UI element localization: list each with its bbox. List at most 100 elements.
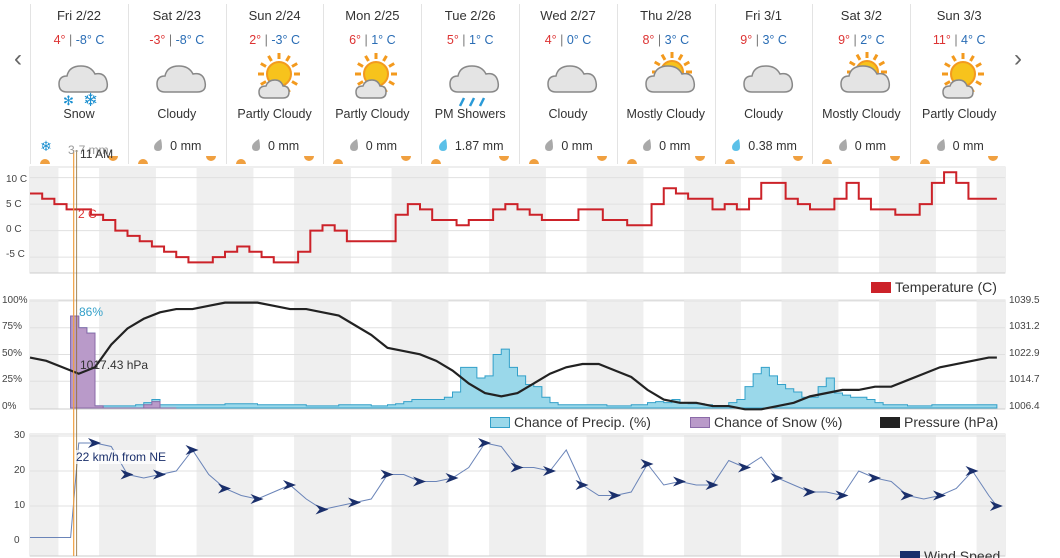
day-precip-amount: 0.38 mm xyxy=(748,139,797,153)
day-precip: 0 mm xyxy=(324,138,420,153)
day-label: Sat 2/23 xyxy=(152,8,202,23)
pressure-line xyxy=(29,301,997,411)
legend-swatch-pressure xyxy=(880,417,900,428)
night-band xyxy=(976,434,1005,556)
night-band xyxy=(615,434,644,556)
precip-area xyxy=(70,315,998,409)
sunset-icon xyxy=(694,156,705,161)
legend-snow[interactable]: Chance of Snow (%) xyxy=(690,414,842,430)
cloudy-icon xyxy=(740,50,796,106)
day-high-temp: 11° xyxy=(932,33,951,47)
day-temps: -3° | -8° C xyxy=(129,33,225,47)
sunrise-icon xyxy=(40,159,50,164)
day-cell[interactable]: Wed 2/27 4° | 0° C Cloudy 0 mm xyxy=(519,4,616,164)
day-cell[interactable]: Fri 2/22 4° | -8° C ✻ ❄ Snow ❄ xyxy=(30,4,127,164)
day-cell[interactable]: Tue 2/26 5° | 1° C PM Showers 1.87 mm xyxy=(421,4,518,164)
day-precip-amount: 0 mm xyxy=(561,139,593,153)
drop-gray-icon xyxy=(152,139,170,153)
day-condition: Snow xyxy=(63,107,95,121)
day-precip-amount: 0 mm xyxy=(952,139,984,153)
legend-pressure[interactable]: Pressure (hPa) xyxy=(880,414,998,430)
sunrise-icon xyxy=(920,159,931,164)
wind-arrow xyxy=(88,438,101,448)
wind-arrow xyxy=(673,476,686,487)
axis-tick-label: 30 xyxy=(14,430,26,441)
current-time-label: 11 AM xyxy=(80,147,114,161)
day-high-temp: 6° xyxy=(349,33,362,47)
night-band xyxy=(225,167,254,273)
sunrise-icon xyxy=(333,159,344,164)
temp-separator: | xyxy=(261,33,272,47)
day-label: Fri 3/1 xyxy=(745,8,783,23)
temp-separator: | xyxy=(850,33,861,47)
wind-arrow xyxy=(989,501,1003,511)
day-low-temp: 0° C xyxy=(566,33,592,47)
chevron-left-icon[interactable]: ‹ xyxy=(14,45,22,72)
day-cell[interactable]: Sun 3/3 11° | 4° C Partly Cloudy 0 mm xyxy=(910,4,1007,164)
wind-arrow xyxy=(575,480,589,490)
axis-tick-label: 1014.7 xyxy=(1009,374,1040,385)
day-precip-amount: 0 mm xyxy=(365,139,398,153)
partly-cloudy-icon xyxy=(348,50,404,106)
day-high-temp: 5° xyxy=(446,33,459,47)
sunrise-icon xyxy=(529,159,539,164)
sunset-icon xyxy=(988,156,999,161)
night-band xyxy=(810,167,839,273)
legend-label: Chance of Precip. (%) xyxy=(514,414,651,430)
day-cell[interactable]: Sat 2/23 -3° | -8° C Cloudy 0 mm xyxy=(127,4,225,164)
axis-tick-label: 0 xyxy=(14,535,20,546)
day-precip: 0 mm xyxy=(227,138,323,153)
legend-temperature[interactable]: Temperature (C) xyxy=(871,279,997,295)
axis-tick-label: -5 C xyxy=(6,249,25,260)
night-band xyxy=(322,167,351,273)
day-condition: Partly Cloudy xyxy=(335,107,410,121)
legend-swatch-precip xyxy=(490,417,510,428)
day-label: Sun 2/24 xyxy=(248,8,301,23)
drop-gray-icon xyxy=(641,139,659,153)
now-precip-label: 3-7 mm xyxy=(68,143,109,157)
day-low-temp: -8° C xyxy=(175,33,205,47)
wind-arrow xyxy=(283,480,296,490)
temp-separator: | xyxy=(361,33,372,47)
day-high-temp: 8° xyxy=(642,33,655,47)
day-high-temp: -3° xyxy=(149,33,166,47)
snowflake-icon: ❄ xyxy=(40,138,52,154)
night-band xyxy=(420,434,449,556)
night-band xyxy=(907,434,936,556)
day-low-temp: 1° C xyxy=(371,33,396,47)
sunset-icon xyxy=(597,156,607,161)
night-band xyxy=(712,434,741,556)
day-cell[interactable]: Fri 3/1 9° | 3° C Cloudy 0.38 mm xyxy=(714,4,812,164)
axis-tick-label: 20 xyxy=(14,465,26,476)
day-temps: 9° | 3° C xyxy=(716,33,812,47)
axis-tick-label: 0 C xyxy=(6,224,22,235)
night-band xyxy=(879,167,908,273)
day-low-temp: 3° C xyxy=(762,33,787,47)
day-low-temp: -8° C xyxy=(75,33,105,47)
night-band xyxy=(684,434,713,556)
day-cell[interactable]: Mon 2/25 6° | 1° C Partly Cloudy 0 mm xyxy=(323,4,420,164)
wind-arrow xyxy=(803,487,816,497)
sunset-icon xyxy=(890,156,901,161)
sunrise-icon xyxy=(235,159,246,164)
night-band xyxy=(391,434,420,556)
day-temps: 9° | 2° C xyxy=(813,33,909,47)
legend-wind[interactable]: Wind Speed xyxy=(900,548,1000,558)
wind-arrow xyxy=(413,476,426,487)
day-cell[interactable]: Thu 2/28 8° | 3° C Mostly Cloudy 0 mm xyxy=(616,4,714,164)
legend-precip[interactable]: Chance of Precip. (%) xyxy=(490,414,651,430)
legend-label: Chance of Snow (%) xyxy=(714,414,843,430)
sunset-icon xyxy=(499,156,510,161)
wind-arrow xyxy=(705,480,719,490)
day-condition: Cloudy xyxy=(548,107,588,121)
wind-arrow xyxy=(900,490,914,501)
wind-arrow xyxy=(933,490,946,501)
legend-swatch-snow xyxy=(690,417,710,428)
svg-text:✻: ✻ xyxy=(63,93,74,108)
axis-tick-label: 25% xyxy=(2,374,23,385)
night-band xyxy=(810,434,839,556)
day-cell[interactable]: Sat 3/2 9° | 2° C Mostly Cloudy 0 mm xyxy=(812,4,909,164)
day-cell[interactable]: Sun 2/24 2° | -3° C Partly Cloudy 0 mm xyxy=(225,4,323,164)
current-pressure-callout: 1017.43 hPa xyxy=(80,358,149,372)
chevron-right-icon[interactable]: › xyxy=(1014,45,1022,72)
